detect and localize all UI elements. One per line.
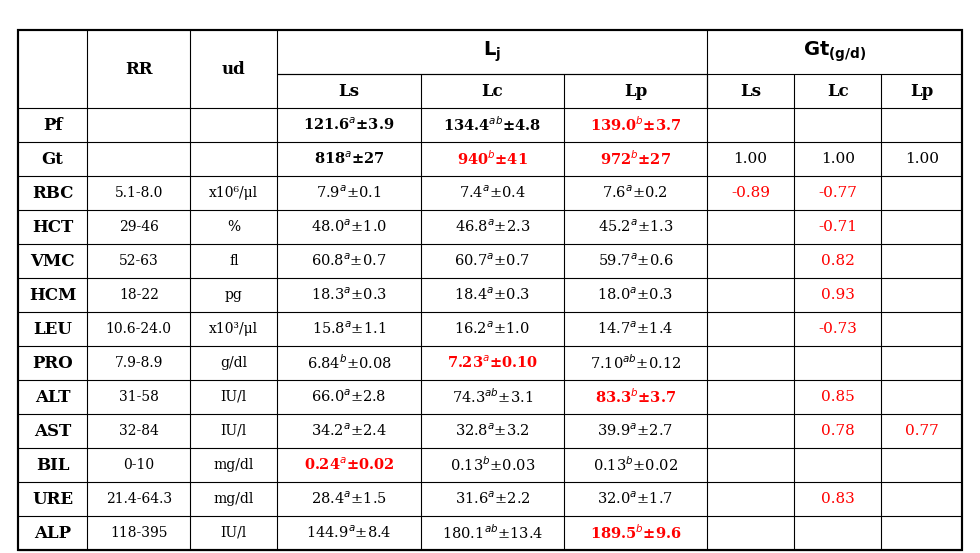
Text: AST: AST bbox=[34, 422, 72, 440]
Text: x10³/μl: x10³/μl bbox=[210, 322, 259, 336]
Text: -0.89: -0.89 bbox=[731, 186, 770, 200]
Text: ALP: ALP bbox=[34, 524, 72, 541]
Text: mg/dl: mg/dl bbox=[214, 492, 254, 506]
Text: 29-46: 29-46 bbox=[119, 220, 159, 234]
Text: Lp: Lp bbox=[910, 82, 933, 100]
Text: -0.73: -0.73 bbox=[818, 322, 858, 336]
Text: ud: ud bbox=[222, 60, 246, 77]
Text: 74.3$^{ab}$±3.1: 74.3$^{ab}$±3.1 bbox=[452, 388, 533, 406]
Text: 1.00: 1.00 bbox=[821, 152, 855, 166]
Text: 5.1-8.0: 5.1-8.0 bbox=[115, 186, 163, 200]
Text: 18.3$^{a}$±0.3: 18.3$^{a}$±0.3 bbox=[311, 286, 387, 303]
Text: 34.2$^{a}$±2.4: 34.2$^{a}$±2.4 bbox=[312, 422, 387, 439]
Text: 139.0$^{b}$±3.7: 139.0$^{b}$±3.7 bbox=[590, 116, 681, 134]
Text: RR: RR bbox=[125, 60, 153, 77]
Text: 66.0$^{a}$±2.8: 66.0$^{a}$±2.8 bbox=[312, 389, 387, 405]
Text: VMC: VMC bbox=[30, 253, 74, 269]
Text: 0.78: 0.78 bbox=[821, 424, 855, 438]
Text: 21.4-64.3: 21.4-64.3 bbox=[106, 492, 172, 506]
Text: 6.84$^{b}$±0.08: 6.84$^{b}$±0.08 bbox=[307, 354, 392, 372]
Text: 52-63: 52-63 bbox=[119, 254, 159, 268]
Text: 0.77: 0.77 bbox=[905, 424, 939, 438]
Text: 134.4$^{ab}$±4.8: 134.4$^{ab}$±4.8 bbox=[444, 116, 541, 134]
Text: 18.4$^{a}$±0.3: 18.4$^{a}$±0.3 bbox=[455, 286, 530, 303]
Text: 31-58: 31-58 bbox=[119, 390, 159, 404]
Text: Lc: Lc bbox=[827, 82, 849, 100]
Text: pg: pg bbox=[225, 288, 243, 302]
Text: 0.82: 0.82 bbox=[821, 254, 855, 268]
Text: 14.7$^{a}$±1.4: 14.7$^{a}$±1.4 bbox=[598, 321, 673, 337]
Text: 45.2$^{a}$±1.3: 45.2$^{a}$±1.3 bbox=[598, 218, 673, 235]
Text: 15.8$^{a}$±1.1: 15.8$^{a}$±1.1 bbox=[312, 321, 386, 337]
Text: 60.7$^{a}$±0.7: 60.7$^{a}$±0.7 bbox=[455, 253, 530, 269]
Text: 16.2$^{a}$±1.0: 16.2$^{a}$±1.0 bbox=[455, 321, 530, 337]
Text: 1.00: 1.00 bbox=[734, 152, 767, 166]
Text: HCT: HCT bbox=[32, 218, 74, 236]
Text: x10⁶/μl: x10⁶/μl bbox=[210, 186, 259, 200]
Text: 18-22: 18-22 bbox=[119, 288, 159, 302]
Text: 32-84: 32-84 bbox=[119, 424, 159, 438]
Text: $\mathbf{Gt}$$_{\mathbf{(g/d)}}$: $\mathbf{Gt}$$_{\mathbf{(g/d)}}$ bbox=[803, 40, 866, 64]
Text: fl: fl bbox=[229, 254, 239, 268]
Text: 60.8$^{a}$±0.7: 60.8$^{a}$±0.7 bbox=[312, 253, 387, 269]
Text: Pf: Pf bbox=[43, 117, 63, 133]
Text: $\mathbf{L_j}$: $\mathbf{L_j}$ bbox=[483, 40, 502, 64]
Text: IU/l: IU/l bbox=[220, 424, 247, 438]
Text: 48.0$^{a}$±1.0: 48.0$^{a}$±1.0 bbox=[311, 218, 387, 235]
Text: 0.13$^{b}$±0.03: 0.13$^{b}$±0.03 bbox=[450, 456, 535, 474]
Text: 144.9$^{a}$±8.4: 144.9$^{a}$±8.4 bbox=[307, 525, 392, 541]
Text: 7.9$^{a}$±0.1: 7.9$^{a}$±0.1 bbox=[317, 185, 382, 201]
Text: 7.4$^{a}$±0.4: 7.4$^{a}$±0.4 bbox=[459, 185, 525, 201]
Text: mg/dl: mg/dl bbox=[214, 458, 254, 472]
Text: 118-395: 118-395 bbox=[110, 526, 168, 540]
Text: %: % bbox=[227, 220, 240, 234]
Text: 39.9$^{a}$±2.7: 39.9$^{a}$±2.7 bbox=[598, 422, 673, 439]
Text: Lp: Lp bbox=[624, 82, 647, 100]
Text: 46.8$^{a}$±2.3: 46.8$^{a}$±2.3 bbox=[455, 218, 530, 235]
Text: LEU: LEU bbox=[33, 321, 73, 337]
Text: 972$^{b}$±27: 972$^{b}$±27 bbox=[600, 150, 671, 168]
Text: 0-10: 0-10 bbox=[123, 458, 155, 472]
Text: URE: URE bbox=[32, 491, 74, 508]
Text: 7.23$^{a}$±0.10: 7.23$^{a}$±0.10 bbox=[447, 354, 538, 371]
Text: -0.71: -0.71 bbox=[818, 220, 858, 234]
Text: -0.77: -0.77 bbox=[818, 186, 858, 200]
Text: 0.93: 0.93 bbox=[821, 288, 855, 302]
Text: g/dl: g/dl bbox=[220, 356, 247, 370]
Text: 0.24$^{a}$±0.02: 0.24$^{a}$±0.02 bbox=[304, 457, 394, 473]
Text: 940$^{b}$±41: 940$^{b}$±41 bbox=[457, 150, 527, 168]
Text: Lc: Lc bbox=[481, 82, 503, 100]
Text: HCM: HCM bbox=[29, 286, 76, 304]
Text: 7.9-8.9: 7.9-8.9 bbox=[115, 356, 163, 370]
Text: 7.6$^{a}$±0.2: 7.6$^{a}$±0.2 bbox=[603, 185, 668, 201]
Text: 18.0$^{a}$±0.3: 18.0$^{a}$±0.3 bbox=[598, 286, 673, 303]
Text: 7.10$^{ab}$±0.12: 7.10$^{ab}$±0.12 bbox=[590, 354, 681, 372]
Text: Ls: Ls bbox=[740, 82, 761, 100]
Text: Ls: Ls bbox=[338, 82, 360, 100]
Text: 1.00: 1.00 bbox=[905, 152, 939, 166]
Text: 0.85: 0.85 bbox=[821, 390, 855, 404]
Text: 121.6$^{a}$±3.9: 121.6$^{a}$±3.9 bbox=[304, 117, 395, 133]
Text: 32.8$^{a}$±3.2: 32.8$^{a}$±3.2 bbox=[455, 422, 529, 439]
Text: 59.7$^{a}$±0.6: 59.7$^{a}$±0.6 bbox=[598, 253, 673, 269]
Text: Gt: Gt bbox=[42, 150, 64, 168]
Text: RBC: RBC bbox=[32, 185, 74, 201]
Text: 0.83: 0.83 bbox=[821, 492, 855, 506]
Text: 189.5$^{b}$±9.6: 189.5$^{b}$±9.6 bbox=[590, 524, 681, 542]
Text: 10.6-24.0: 10.6-24.0 bbox=[106, 322, 172, 336]
Text: ALT: ALT bbox=[35, 389, 71, 405]
Text: 28.4$^{a}$±1.5: 28.4$^{a}$±1.5 bbox=[312, 491, 387, 507]
Text: 0.13$^{b}$±0.02: 0.13$^{b}$±0.02 bbox=[593, 456, 678, 474]
Text: IU/l: IU/l bbox=[220, 390, 247, 404]
Text: BIL: BIL bbox=[36, 456, 70, 473]
Text: 180.1$^{ab}$±13.4: 180.1$^{ab}$±13.4 bbox=[442, 524, 543, 542]
Text: 83.3$^{b}$±3.7: 83.3$^{b}$±3.7 bbox=[595, 388, 676, 406]
Text: 31.6$^{a}$±2.2: 31.6$^{a}$±2.2 bbox=[455, 491, 530, 507]
Text: IU/l: IU/l bbox=[220, 526, 247, 540]
Text: 818$^{a}$±27: 818$^{a}$±27 bbox=[314, 151, 384, 168]
Text: 32.0$^{a}$±1.7: 32.0$^{a}$±1.7 bbox=[598, 491, 673, 507]
Text: PRO: PRO bbox=[32, 354, 74, 372]
